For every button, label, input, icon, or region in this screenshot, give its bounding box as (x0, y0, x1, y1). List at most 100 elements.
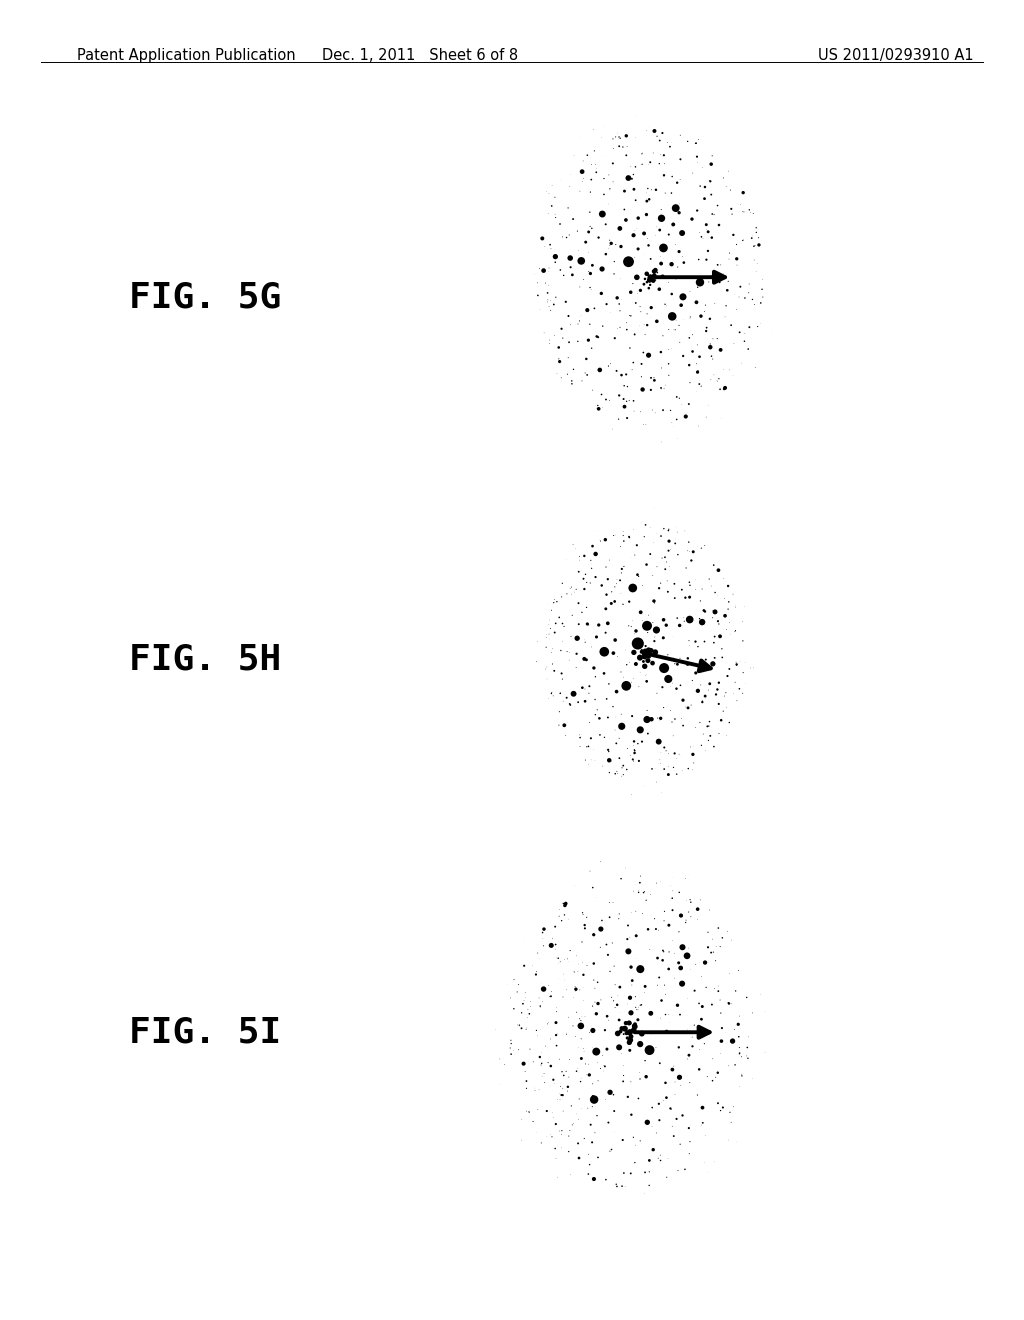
Point (537, 1072, 553, 1093)
Point (742, 202, 759, 223)
Point (727, 284, 743, 305)
Point (663, 700, 679, 721)
Point (639, 709, 655, 730)
Point (658, 296, 675, 317)
Point (525, 1111, 542, 1133)
Point (587, 978, 603, 999)
Point (657, 1072, 674, 1093)
Point (744, 1068, 761, 1089)
Point (626, 178, 642, 199)
Point (591, 614, 607, 635)
Point (503, 987, 519, 1008)
Point (578, 1064, 594, 1085)
Point (561, 642, 578, 663)
Point (693, 735, 710, 756)
Point (503, 1044, 519, 1065)
Point (571, 546, 588, 568)
Point (600, 741, 616, 762)
Point (667, 573, 683, 594)
Point (657, 741, 674, 762)
Point (574, 172, 591, 193)
Point (492, 1048, 508, 1069)
Point (666, 1056, 682, 1077)
Point (612, 1002, 629, 1023)
Point (541, 261, 557, 282)
Point (638, 664, 654, 685)
Point (518, 1019, 535, 1040)
Point (654, 950, 671, 972)
Point (667, 743, 683, 764)
Point (682, 306, 698, 327)
Point (672, 331, 688, 352)
Point (702, 337, 719, 358)
Point (655, 941, 672, 962)
Point (649, 974, 666, 995)
Point (711, 368, 727, 389)
Point (611, 977, 628, 998)
Point (547, 246, 563, 267)
Point (699, 715, 716, 737)
Point (534, 1041, 550, 1063)
Point (715, 581, 731, 602)
Point (686, 1015, 702, 1036)
Point (628, 948, 644, 969)
Point (547, 186, 563, 207)
Point (725, 1096, 741, 1117)
Point (615, 388, 632, 409)
Point (596, 1060, 612, 1081)
Point (552, 1048, 568, 1069)
Point (711, 723, 727, 744)
Point (540, 1052, 556, 1073)
Point (567, 977, 584, 998)
Point (571, 725, 588, 746)
Point (632, 280, 648, 301)
Point (492, 1074, 508, 1096)
Point (696, 601, 713, 622)
Point (569, 628, 586, 649)
Point (642, 544, 658, 565)
Point (701, 711, 718, 733)
Point (643, 379, 659, 400)
Point (646, 498, 663, 519)
Point (586, 1089, 602, 1110)
Point (666, 319, 682, 341)
Point (518, 1101, 535, 1122)
Point (568, 1104, 585, 1125)
Point (549, 1023, 565, 1044)
Point (682, 281, 698, 302)
Point (544, 981, 560, 1002)
Point (618, 391, 635, 412)
Point (755, 286, 771, 308)
Point (640, 919, 656, 940)
Point (628, 900, 644, 921)
Point (688, 354, 705, 375)
Point (653, 207, 670, 228)
Point (542, 628, 558, 649)
Point (570, 681, 587, 702)
Point (570, 953, 587, 974)
Point (602, 961, 618, 982)
Point (709, 368, 725, 389)
Point (641, 1150, 657, 1171)
Point (600, 1111, 616, 1133)
Point (705, 928, 721, 949)
Point (669, 387, 685, 408)
Point (736, 331, 753, 352)
Point (669, 516, 685, 537)
Point (674, 223, 690, 244)
Point (568, 578, 585, 599)
Point (540, 594, 556, 615)
Point (669, 172, 685, 193)
Point (639, 272, 655, 293)
Point (580, 1098, 596, 1119)
Point (591, 546, 607, 568)
Point (732, 276, 749, 297)
Point (614, 136, 631, 157)
Point (734, 631, 751, 652)
Point (708, 573, 724, 594)
Point (674, 246, 690, 267)
Point (611, 1010, 628, 1031)
Point (515, 993, 531, 1014)
Point (516, 990, 532, 1011)
Point (730, 960, 746, 981)
